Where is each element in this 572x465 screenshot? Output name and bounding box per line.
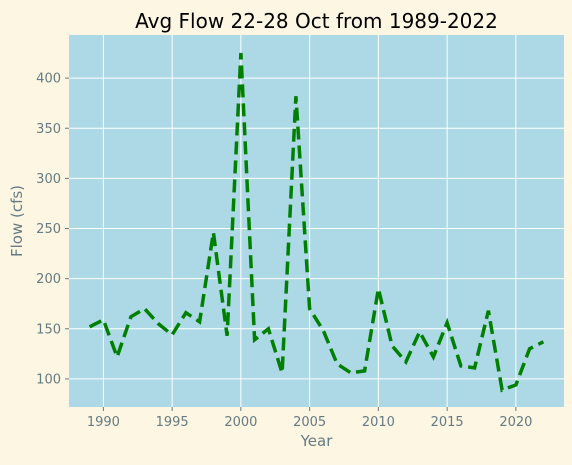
y-tick-label: 400 [36,72,61,87]
series-layer [88,52,545,393]
y-tick-label: 200 [36,272,61,287]
data-point [473,366,476,369]
x-tick-label: 2005 [293,415,326,430]
axis-ticks: 1990 1995 2000 2005 2010 2015 2020 100 150 200 250… [36,72,532,430]
data-point [391,344,394,347]
data-point [267,327,270,330]
data-point [404,360,407,363]
y-tick-label: 250 [36,222,61,237]
data-point [501,388,504,391]
data-point [418,330,421,333]
x-axis-label: Year [300,432,334,450]
x-tick-label: 2020 [499,415,532,430]
data-point [514,383,517,386]
data-point [446,321,449,324]
data-point [432,355,435,358]
data-point [239,52,242,55]
data-point [253,338,256,341]
data-point [528,347,531,350]
data-point [281,371,284,374]
data-point [184,311,187,314]
y-tick-label: 100 [36,372,61,387]
chart-title: Avg Flow 22-28 Oct from 1989-2022 [135,9,498,33]
data-point [308,307,311,310]
data-point [116,355,119,358]
data-point [487,309,490,312]
data-point [198,320,201,323]
data-point [171,333,174,336]
data-point [129,315,132,318]
data-point [88,325,91,328]
data-point [143,307,146,310]
series-line [88,52,545,393]
x-tick-label: 2010 [362,415,395,430]
data-point [542,340,545,343]
plot-background [69,35,564,407]
grid-lines [69,35,564,407]
y-tick-label: 150 [36,322,61,337]
data-point [322,329,325,332]
data-point [377,287,380,290]
data-point [212,231,215,234]
y-tick-label: 350 [36,122,61,137]
data-point [102,318,105,321]
y-axis-label: Flow (cfs) [8,185,26,257]
data-point [226,334,229,337]
data-point [294,95,297,98]
data-point [157,322,160,325]
data-point [349,371,352,374]
data-point [336,362,339,365]
x-tick-label: 2015 [431,415,464,430]
x-tick-label: 1990 [87,415,120,430]
data-point [363,369,366,372]
x-tick-label: 1995 [156,415,189,430]
y-tick-label: 300 [36,172,61,187]
data-point [459,364,462,367]
x-tick-label: 2000 [224,415,257,430]
